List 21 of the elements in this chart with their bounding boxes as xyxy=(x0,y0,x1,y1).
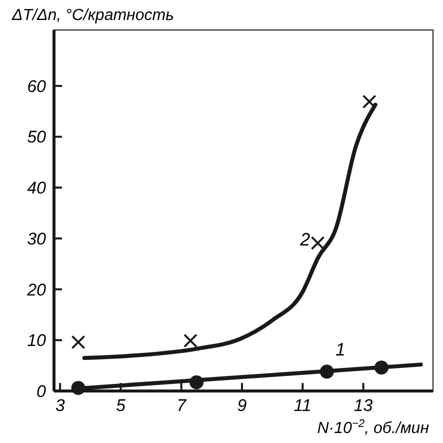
y-axis-title: ΔT/Δn, °C/кратность xyxy=(11,7,174,24)
y-tick-label: 60 xyxy=(27,76,47,96)
y-tick-label: 50 xyxy=(27,128,47,147)
y-tick-label: 10 xyxy=(27,331,47,350)
x-tick-label: 5 xyxy=(116,396,126,415)
point xyxy=(362,94,376,109)
x-tick-label: 11 xyxy=(294,396,312,415)
x-tick-label: 13 xyxy=(354,396,374,415)
point xyxy=(71,335,86,350)
y-tick-label: 20 xyxy=(26,280,47,300)
y-tick-label: 0 xyxy=(36,382,47,401)
x-axis-title: N·10$^{−2}$, об./мин xyxy=(317,418,430,437)
y-tick-label: 40 xyxy=(27,178,47,198)
point xyxy=(310,236,325,250)
x-tick-label: 7 xyxy=(176,396,187,415)
series-label: 2 xyxy=(299,230,310,250)
series-label: 1 xyxy=(335,339,346,360)
point xyxy=(183,334,198,348)
y-tick-label: 30 xyxy=(27,229,47,248)
x-tick-label: 9 xyxy=(237,396,248,415)
x-tick-label: 3 xyxy=(55,396,66,415)
